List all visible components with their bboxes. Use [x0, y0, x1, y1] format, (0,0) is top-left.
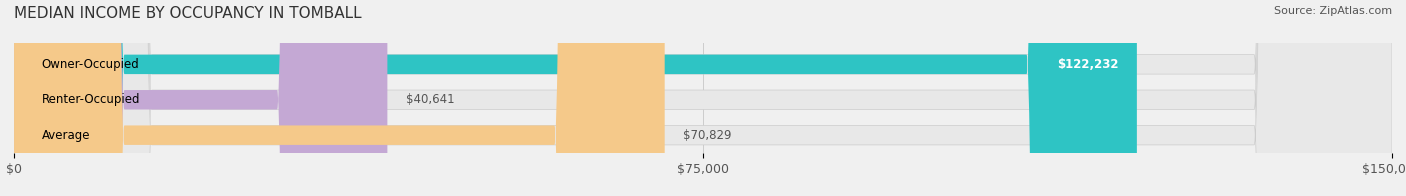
Text: Source: ZipAtlas.com: Source: ZipAtlas.com	[1274, 6, 1392, 16]
FancyBboxPatch shape	[14, 0, 1392, 196]
Text: Renter-Occupied: Renter-Occupied	[42, 93, 141, 106]
Text: MEDIAN INCOME BY OCCUPANCY IN TOMBALL: MEDIAN INCOME BY OCCUPANCY IN TOMBALL	[14, 6, 361, 21]
FancyBboxPatch shape	[14, 0, 1392, 196]
Text: Average: Average	[42, 129, 90, 142]
FancyBboxPatch shape	[14, 0, 388, 196]
FancyBboxPatch shape	[14, 0, 665, 196]
FancyBboxPatch shape	[14, 0, 1137, 196]
Text: Owner-Occupied: Owner-Occupied	[42, 58, 139, 71]
Text: $70,829: $70,829	[683, 129, 731, 142]
Text: $122,232: $122,232	[1057, 58, 1119, 71]
Text: $40,641: $40,641	[406, 93, 454, 106]
FancyBboxPatch shape	[14, 0, 1392, 196]
